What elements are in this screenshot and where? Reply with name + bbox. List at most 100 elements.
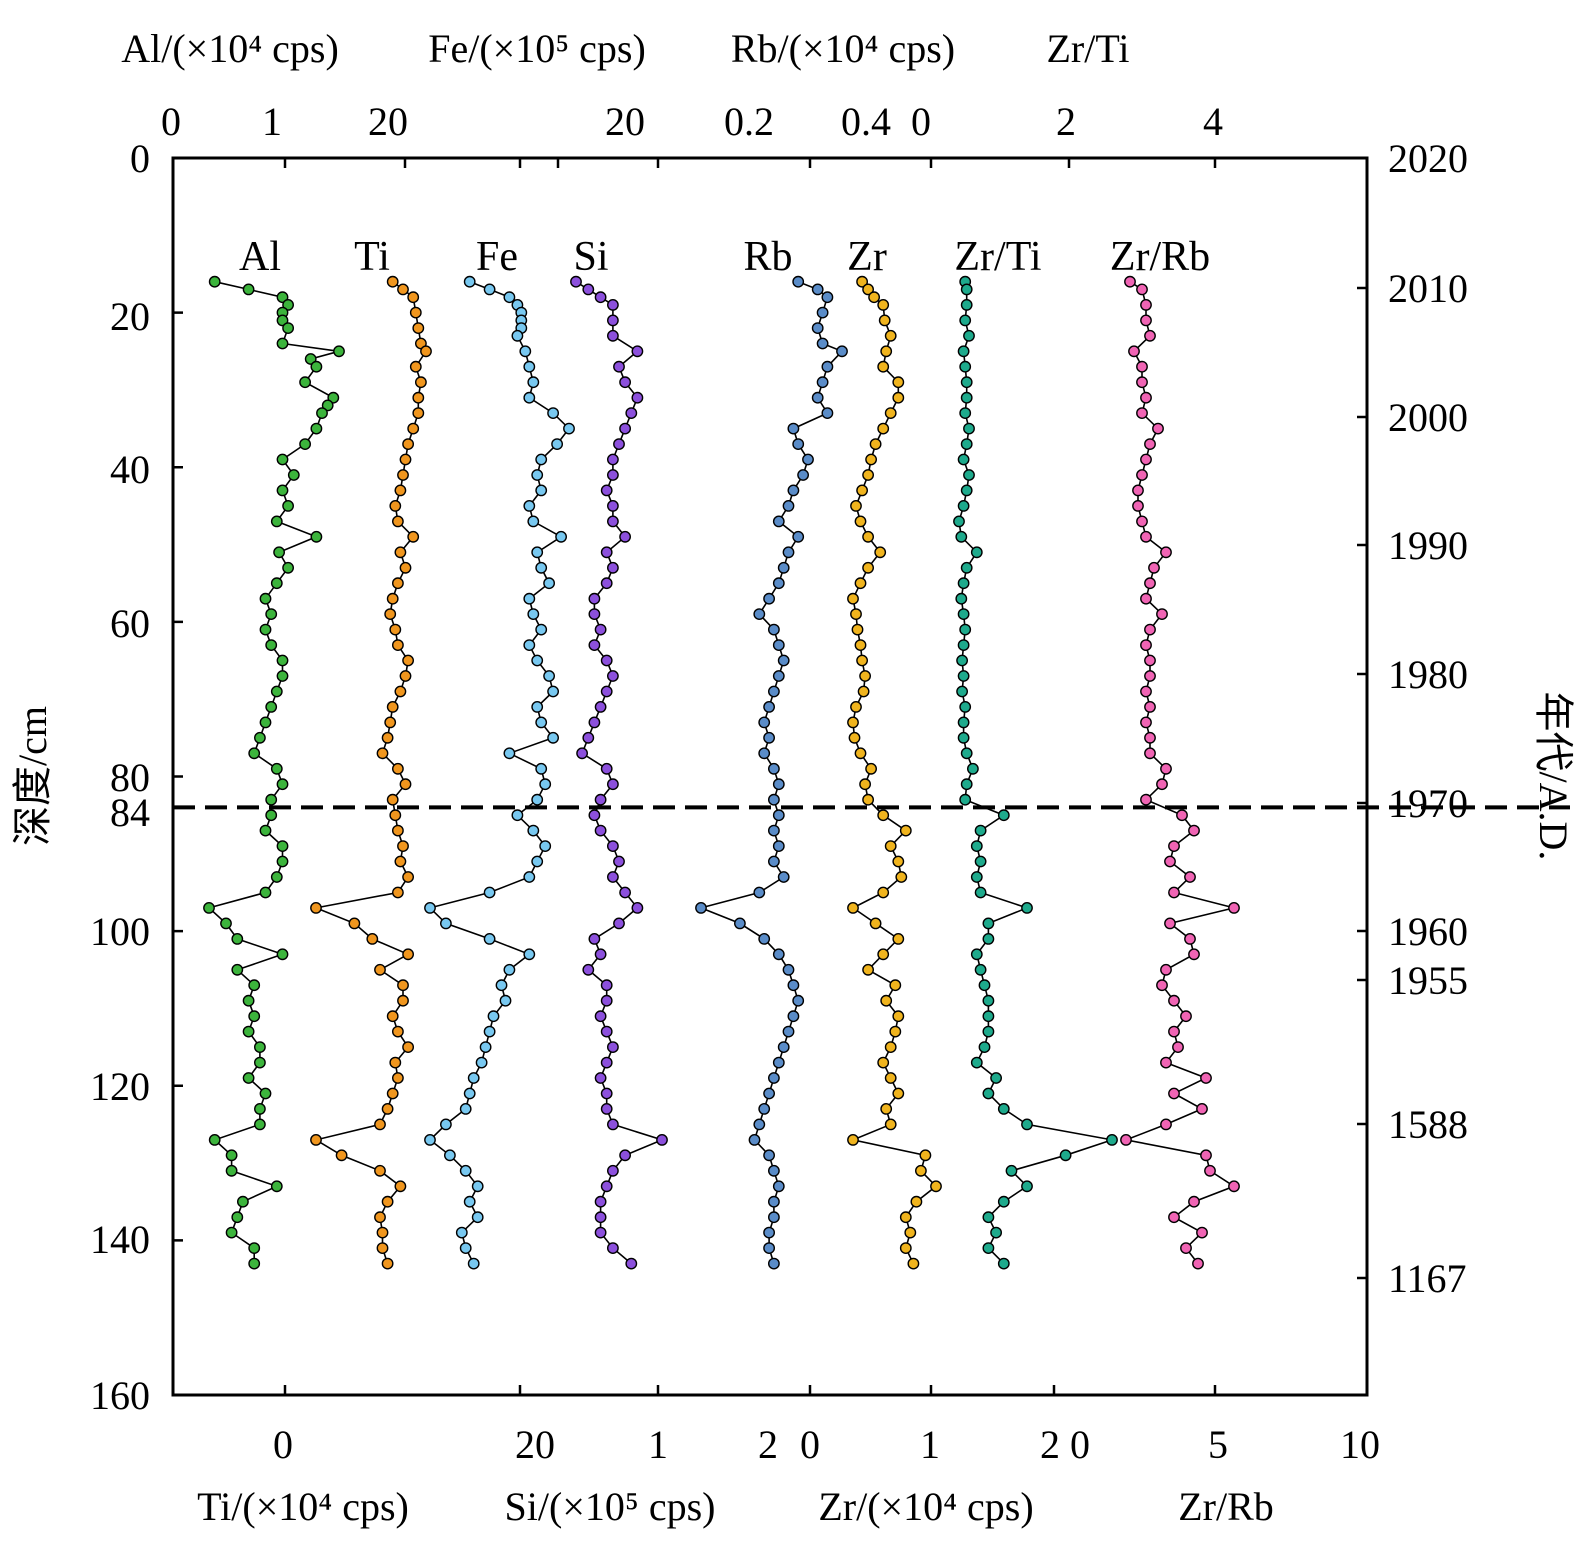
data-point xyxy=(607,1041,619,1054)
data-point xyxy=(374,963,386,976)
data-point xyxy=(535,623,548,636)
data-point xyxy=(376,747,389,760)
data-point xyxy=(847,716,859,729)
data-point xyxy=(959,793,972,806)
top-tick-label: 0.2 xyxy=(724,99,774,144)
top-axis-title: Fe/(×10⁵ cps) xyxy=(428,26,646,71)
data-point xyxy=(899,824,912,837)
data-point xyxy=(848,731,861,744)
data-point xyxy=(607,499,619,512)
data-point xyxy=(772,577,785,590)
data-point xyxy=(1140,592,1152,605)
data-point xyxy=(310,530,323,543)
data-point xyxy=(625,1257,638,1270)
bottom-tick-label: 1 xyxy=(648,1422,668,1467)
data-point xyxy=(535,716,548,729)
series-rb xyxy=(695,275,848,1270)
data-point xyxy=(523,391,536,404)
data-point xyxy=(594,824,607,837)
data-point xyxy=(282,322,294,334)
data-point xyxy=(772,809,785,822)
bottom-tick-label: 10 xyxy=(1340,1422,1380,1467)
data-point xyxy=(381,731,394,744)
data-point xyxy=(203,902,215,914)
data-point xyxy=(1160,762,1172,775)
data-point xyxy=(753,1118,766,1131)
data-point xyxy=(531,654,544,667)
series-label: Zr/Rb xyxy=(1110,234,1210,280)
data-point xyxy=(768,855,780,868)
data-point xyxy=(242,1025,255,1038)
data-point xyxy=(782,963,795,976)
data-point xyxy=(523,592,536,605)
data-point xyxy=(631,902,644,914)
data-point xyxy=(394,855,407,868)
bottom-tick-label: 1 xyxy=(920,1422,940,1467)
data-point xyxy=(782,1025,795,1038)
data-point xyxy=(847,1134,859,1146)
data-point xyxy=(956,685,968,698)
top-tick-label: 0 xyxy=(161,99,181,144)
data-point xyxy=(963,329,975,342)
data-point xyxy=(816,306,829,319)
data-point xyxy=(850,499,862,512)
data-point xyxy=(443,1149,456,1162)
data-point xyxy=(467,1257,480,1270)
data-point xyxy=(276,337,289,350)
data-point xyxy=(974,886,987,899)
data-point xyxy=(1228,902,1240,914)
data-point xyxy=(1140,530,1152,543)
data-point xyxy=(631,391,644,404)
data-point xyxy=(619,530,631,543)
data-point xyxy=(463,1087,476,1100)
data-point xyxy=(381,1195,394,1208)
data-point xyxy=(366,933,379,945)
data-point xyxy=(974,963,987,976)
data-point xyxy=(970,1056,983,1069)
age-tick-label: 1990 xyxy=(1388,523,1468,568)
data-point xyxy=(859,778,871,791)
data-point xyxy=(874,546,887,559)
data-point xyxy=(734,917,746,930)
data-point xyxy=(543,670,555,682)
data-point xyxy=(310,902,322,914)
data-point xyxy=(600,1180,613,1193)
data-point xyxy=(957,716,970,729)
data-point xyxy=(424,902,436,914)
data-point xyxy=(1168,1087,1180,1100)
data-point xyxy=(270,515,283,528)
data-point xyxy=(588,933,601,945)
data-point xyxy=(854,515,867,528)
data-point xyxy=(768,824,780,837)
data-point xyxy=(1140,685,1152,698)
data-point xyxy=(402,438,414,450)
data-point xyxy=(270,871,283,883)
data-point xyxy=(1136,515,1148,528)
data-point xyxy=(276,840,289,852)
data-point xyxy=(792,530,805,543)
data-point xyxy=(276,855,289,868)
data-point xyxy=(960,747,973,760)
data-point xyxy=(503,747,516,760)
bottom-tick-label: 0 xyxy=(273,1422,293,1467)
data-point xyxy=(1184,871,1196,883)
data-point xyxy=(399,670,412,682)
data-point xyxy=(519,345,532,358)
data-point xyxy=(1144,329,1156,342)
age-tick-label: 1960 xyxy=(1388,909,1468,954)
bottom-tick-label: 5 xyxy=(1208,1422,1228,1467)
data-point xyxy=(376,1242,389,1255)
data-point xyxy=(868,291,880,304)
data-point xyxy=(600,546,613,559)
data-point xyxy=(399,453,412,466)
data-point xyxy=(394,1180,407,1193)
data-point xyxy=(857,685,870,698)
data-point xyxy=(397,283,409,296)
data-point xyxy=(862,793,874,806)
data-point xyxy=(960,376,973,389)
data-point xyxy=(231,1211,244,1224)
data-point xyxy=(335,1149,348,1162)
data-point xyxy=(777,654,790,667)
data-point xyxy=(399,561,412,574)
data-point xyxy=(276,778,289,791)
